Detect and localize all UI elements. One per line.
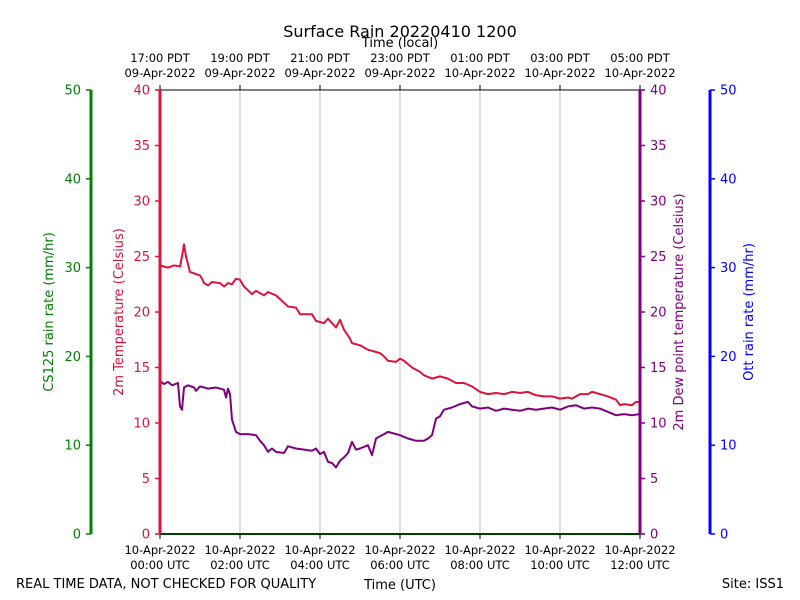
- gridlines: [239, 90, 561, 534]
- dew-point-axis-tick-label: 10: [650, 417, 667, 432]
- cs125-rain-rate-axis-tick-label: 0: [73, 528, 81, 543]
- ott-rain-rate-axis-tick-label: 0: [720, 528, 728, 543]
- x-tick-label-local-date: 09-Apr-2022: [204, 66, 275, 80]
- x-tick-label-utc-time: 00:00 UTC: [130, 558, 190, 572]
- ott-rain-rate-axis-tick-label: 50: [720, 84, 737, 99]
- x-tick-label-utc-date: 10-Apr-2022: [604, 543, 675, 557]
- dew-point-axis-tick-label: 40: [650, 84, 667, 99]
- site-label: Site: ISS1: [722, 577, 784, 592]
- x-tick-label-local-date: 10-Apr-2022: [604, 66, 675, 80]
- cs125-rain-rate-axis-tick-label: 20: [64, 350, 81, 365]
- x-tick-label-utc-date: 10-Apr-2022: [444, 543, 515, 557]
- dew-point-axis-tick-label: 15: [650, 361, 667, 376]
- cs125-rain-rate-axis-tick-label: 50: [64, 84, 81, 99]
- temperature-axis-tick-label: 0: [142, 528, 150, 543]
- x-tick-label-utc-date: 10-Apr-2022: [284, 543, 355, 557]
- ott-rain-rate-axis-label: Ott rain rate (mm/hr): [742, 243, 757, 381]
- temperature-axis-tick-label: 30: [133, 195, 150, 210]
- x-tick-label-local-time: 05:00 PDT: [610, 51, 671, 65]
- x-tick-label-utc-time: 08:00 UTC: [450, 558, 510, 572]
- x-tick-label-utc-date: 10-Apr-2022: [124, 543, 195, 557]
- x-tick-label-utc-time: 10:00 UTC: [530, 558, 590, 572]
- dew-point-axis-tick-label: 5: [650, 472, 658, 487]
- x-tick-label-local-time: 17:00 PDT: [130, 51, 191, 65]
- cs125-rain-rate-axis-tick-label: 10: [64, 439, 81, 454]
- x-tick-label-local-date: 10-Apr-2022: [444, 66, 515, 80]
- x-tick-label-local-date: 09-Apr-2022: [124, 66, 195, 80]
- temperature-axis-tick-label: 10: [133, 417, 150, 432]
- dew-point-axis-tick-label: 20: [650, 306, 667, 321]
- series-line-2m-temperature: [159, 243, 640, 407]
- ott-rain-rate-axis-tick-label: 40: [720, 172, 737, 187]
- cs125-rain-rate-axis-tick-label: 40: [64, 172, 81, 187]
- x-tick-label-local-date: 09-Apr-2022: [284, 66, 355, 80]
- top-axis-label: Time (local): [361, 36, 438, 51]
- quality-disclaimer: REAL TIME DATA, NOT CHECKED FOR QUALITY: [16, 577, 316, 592]
- ott-rain-rate-axis-tick-label: 20: [720, 350, 737, 365]
- x-tick-label-utc-date: 10-Apr-2022: [204, 543, 275, 557]
- temperature-axis-tick-label: 15: [133, 361, 150, 376]
- temperature-axis-tick-label: 20: [133, 306, 150, 321]
- x-axis-label: Time (UTC): [363, 578, 436, 593]
- temperature-axis-tick-label: 40: [133, 84, 150, 99]
- dew-point-axis-label: 2m Dew point temperature (Celsius): [672, 193, 687, 430]
- temperature-axis-tick-label: 5: [142, 472, 150, 487]
- dew-point-axis-tick-label: 25: [650, 250, 667, 265]
- x-tick-label-utc-date: 10-Apr-2022: [364, 543, 435, 557]
- x-tick-label-local-date: 09-Apr-2022: [364, 66, 435, 80]
- dew-point-axis-tick-label: 30: [650, 195, 667, 210]
- x-tick-label-utc-date: 10-Apr-2022: [524, 543, 595, 557]
- x-tick-label-local-date: 10-Apr-2022: [524, 66, 595, 80]
- cs125-rain-rate-axis-tick-label: 30: [64, 261, 81, 276]
- x-tick-label-local-time: 21:00 PDT: [290, 51, 351, 65]
- x-tick-label-utc-time: 06:00 UTC: [370, 558, 430, 572]
- series-line-2m-dew-point-temperature: [159, 380, 641, 469]
- temperature-axis-label: 2m Temperature (Celsius): [112, 228, 127, 396]
- temperature-axis-tick-label: 35: [133, 139, 150, 154]
- temperature-axis-tick-label: 25: [133, 250, 150, 265]
- x-tick-label-utc-time: 04:00 UTC: [290, 558, 350, 572]
- x-tick-label-utc-time: 02:00 UTC: [210, 558, 270, 572]
- x-tick-label-local-time: 19:00 PDT: [210, 51, 271, 65]
- x-tick-label-utc-time: 12:00 UTC: [610, 558, 670, 572]
- dew-point-axis-tick-label: 35: [650, 139, 667, 154]
- x-tick-label-local-time: 03:00 PDT: [530, 51, 591, 65]
- x-tick-label-local-time: 23:00 PDT: [370, 51, 431, 65]
- dew-point-axis-tick-label: 0: [650, 528, 658, 543]
- ott-rain-rate-axis-tick-label: 30: [720, 261, 737, 276]
- chart-title: Surface Rain 20220410 1200: [283, 22, 517, 41]
- ott-rain-rate-axis-tick-label: 10: [720, 439, 737, 454]
- cs125-rain-rate-axis-label: CS125 rain rate (mm/hr): [42, 232, 57, 392]
- x-tick-label-local-time: 01:00 PDT: [450, 51, 511, 65]
